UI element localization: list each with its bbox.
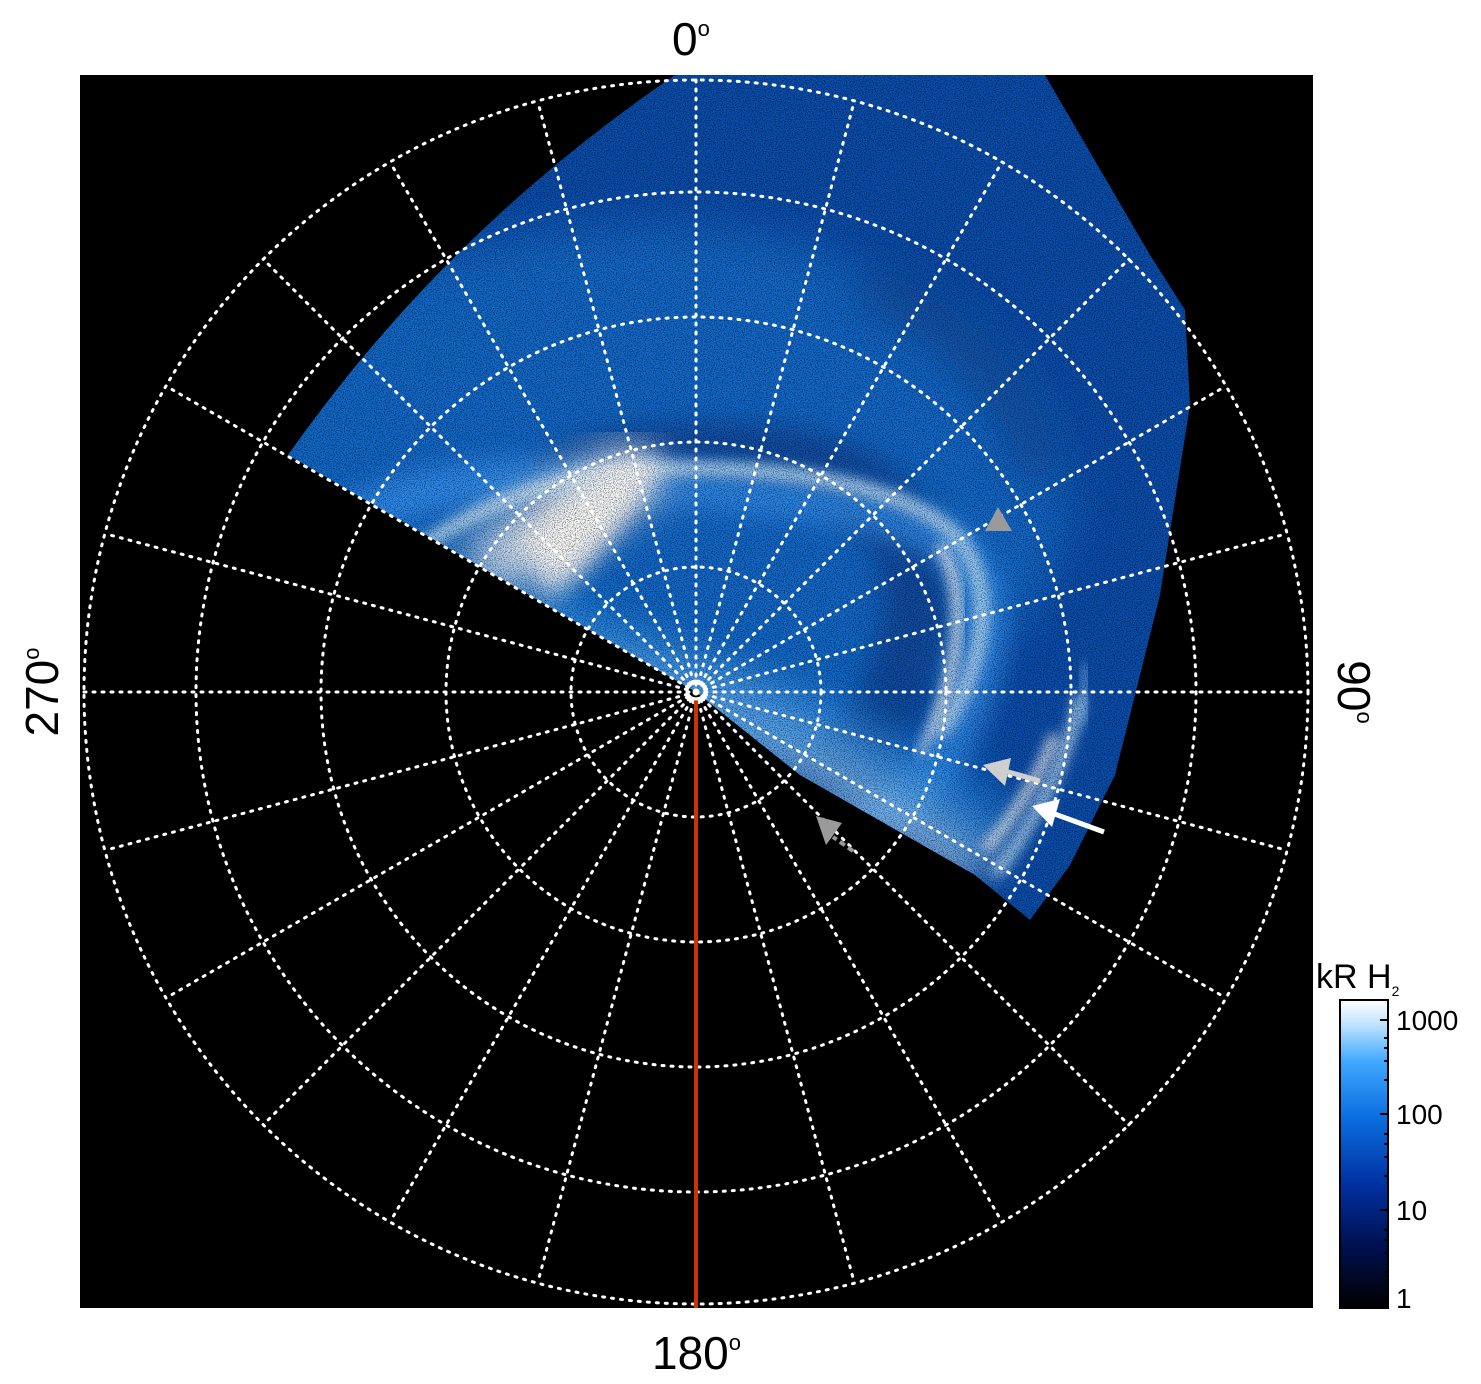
colorbar — [1339, 999, 1389, 1309]
arrow-white — [1032, 799, 1105, 835]
grid-ring-5 — [82, 78, 1310, 1306]
arrow-grey-triangle — [985, 507, 1012, 531]
label-270-degrees: 270o — [16, 647, 68, 737]
colorbar-gradient — [1339, 999, 1389, 1309]
colorbar-tick-10: 10 — [1396, 1195, 1428, 1226]
label-180-degrees: 180o — [652, 1327, 741, 1379]
colorbar-tick-1: 1 — [1396, 1283, 1412, 1314]
label-90-degrees: 90o — [1328, 660, 1380, 724]
arrow-light-grey — [983, 758, 1041, 786]
label-0-degrees: 0o — [672, 13, 710, 65]
colorbar-tick-1000: 1000 — [1396, 1005, 1459, 1036]
colorbar-tick-100: 100 — [1396, 1099, 1443, 1130]
colorbar-ticks — [1380, 1019, 1388, 1307]
pole-marker — [685, 679, 707, 701]
polar-aurora-plot — [80, 75, 1313, 1308]
colorbar-title: kR H2 — [1316, 958, 1400, 999]
arrow-grey-lower — [816, 816, 855, 853]
